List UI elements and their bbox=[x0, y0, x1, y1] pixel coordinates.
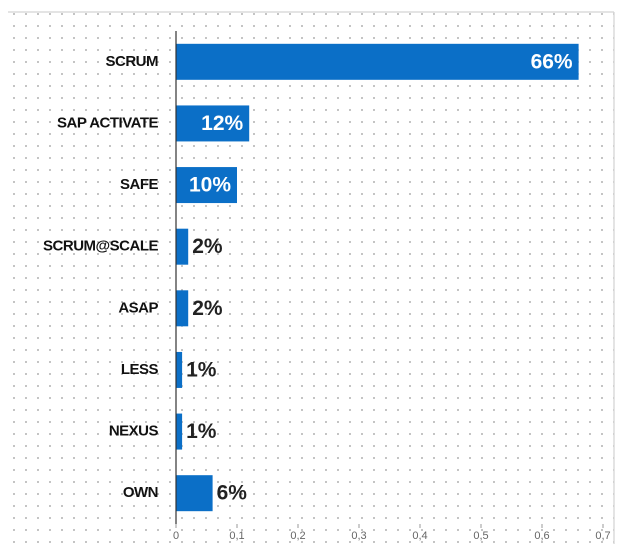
x-tick-label: 0,4 bbox=[412, 530, 427, 542]
x-tick-label: 0,1 bbox=[229, 530, 244, 542]
value-label: 10% bbox=[189, 174, 231, 197]
value-label: 2% bbox=[192, 235, 223, 258]
value-label: 1% bbox=[186, 358, 217, 381]
x-tick-label: 0,3 bbox=[351, 530, 366, 542]
bar bbox=[176, 413, 183, 450]
category-label: LESS bbox=[121, 361, 159, 378]
bar bbox=[176, 167, 237, 204]
bar bbox=[176, 105, 250, 142]
category-label: SCRUM bbox=[106, 53, 159, 70]
x-tick-label: 0 bbox=[173, 530, 179, 542]
bar bbox=[176, 351, 183, 388]
bar bbox=[176, 228, 189, 265]
x-tick-label: 0,6 bbox=[534, 530, 549, 542]
value-label: 1% bbox=[186, 420, 217, 443]
value-label: 66% bbox=[531, 50, 573, 73]
x-tick-label: 0,7 bbox=[595, 530, 610, 542]
category-label: ASAP bbox=[118, 299, 158, 316]
bar bbox=[176, 43, 579, 80]
category-label: OWN bbox=[123, 484, 158, 501]
category-label: NEXUS bbox=[109, 423, 159, 440]
bar bbox=[176, 290, 189, 327]
category-label: SAFE bbox=[120, 176, 159, 193]
x-tick-label: 0,2 bbox=[290, 530, 305, 542]
value-label: 12% bbox=[201, 112, 243, 135]
bar bbox=[176, 475, 213, 512]
plot-background bbox=[8, 12, 614, 544]
value-label: 6% bbox=[217, 482, 248, 505]
x-tick-label: 0,5 bbox=[473, 530, 488, 542]
category-label: SCRUM@SCALE bbox=[43, 238, 158, 255]
value-label: 2% bbox=[192, 297, 223, 320]
category-label: SAP ACTIVATE bbox=[57, 114, 158, 131]
